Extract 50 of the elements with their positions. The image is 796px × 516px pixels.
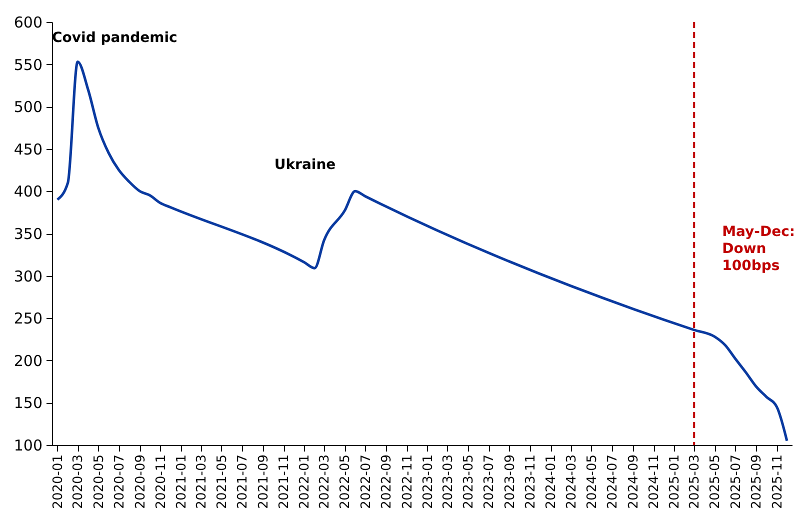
y-tick-label: 600 [14, 14, 42, 32]
annotation: Covid pandemic [52, 30, 178, 46]
x-tick-label: 2021-07 [236, 454, 251, 509]
x-tick-label: 2022-07 [358, 454, 374, 509]
x-tick-label: 2025-11 [770, 454, 786, 509]
x-tick-label: 2021-03 [194, 454, 210, 509]
x-tick-label: 2024-01 [544, 454, 560, 509]
x-tick-label: 2023-03 [440, 454, 456, 509]
x-tick-label: 2022-05 [338, 454, 354, 509]
y-tick-label: 300 [14, 267, 42, 286]
x-tick-label: 2020-09 [133, 454, 148, 509]
y-tick-label: 250 [14, 310, 42, 328]
y-tick-label: 100 [14, 436, 42, 454]
x-tick-label: 2024-07 [606, 454, 621, 509]
x-tick-label: 2020-11 [154, 454, 169, 509]
x-tick-label: 2025-01 [668, 454, 683, 509]
x-tick-label: 2020-03 [71, 454, 86, 509]
x-tick-label: 2022-03 [318, 454, 333, 509]
y-tick-label: 550 [14, 56, 42, 74]
y-tick-label: 500 [14, 98, 42, 116]
x-tick-label: 2023-07 [482, 454, 498, 509]
y-tick-label: 350 [14, 225, 42, 243]
x-tick-label: 2025-09 [750, 454, 765, 509]
x-tick-label: 2024-09 [626, 454, 642, 509]
x-tick-label: 2025-05 [708, 454, 724, 509]
y-tick-label: 400 [14, 182, 42, 201]
x-tick-label: 2022-09 [380, 454, 395, 509]
x-tick-label: 2020-01 [50, 454, 66, 509]
x-tick-label: 2025-03 [688, 454, 703, 509]
x-tick-label: 2024-05 [584, 454, 600, 509]
x-tick-label: 2025-07 [728, 454, 744, 509]
x-tick-label: 2024-03 [564, 454, 580, 509]
x-tick-label: 2021-01 [174, 454, 190, 509]
x-tick-label: 2023-11 [524, 454, 539, 509]
x-tick-label: 2021-09 [256, 454, 272, 509]
y-tick-label: 150 [14, 394, 42, 412]
x-tick-label: 2022-11 [400, 454, 416, 509]
x-tick-label: 2023-09 [502, 454, 518, 509]
annotation: Ukraine [274, 157, 336, 173]
y-tick-label: 200 [14, 352, 42, 370]
x-tick-label: 2024-11 [647, 454, 662, 509]
x-tick-label: 2021-11 [277, 454, 292, 509]
ref-line-label: May-Dec: Down 100bps [722, 224, 796, 274]
x-tick-label: 2020-05 [92, 454, 107, 509]
x-tick-label: 2023-05 [461, 454, 476, 509]
x-tick-label: 2020-07 [112, 454, 128, 509]
x-tick-label: 2023-01 [420, 454, 436, 509]
x-tick-label: 2021-05 [214, 454, 230, 509]
x-tick-label: 2022-01 [298, 454, 313, 509]
y-tick-label: 450 [14, 140, 42, 158]
